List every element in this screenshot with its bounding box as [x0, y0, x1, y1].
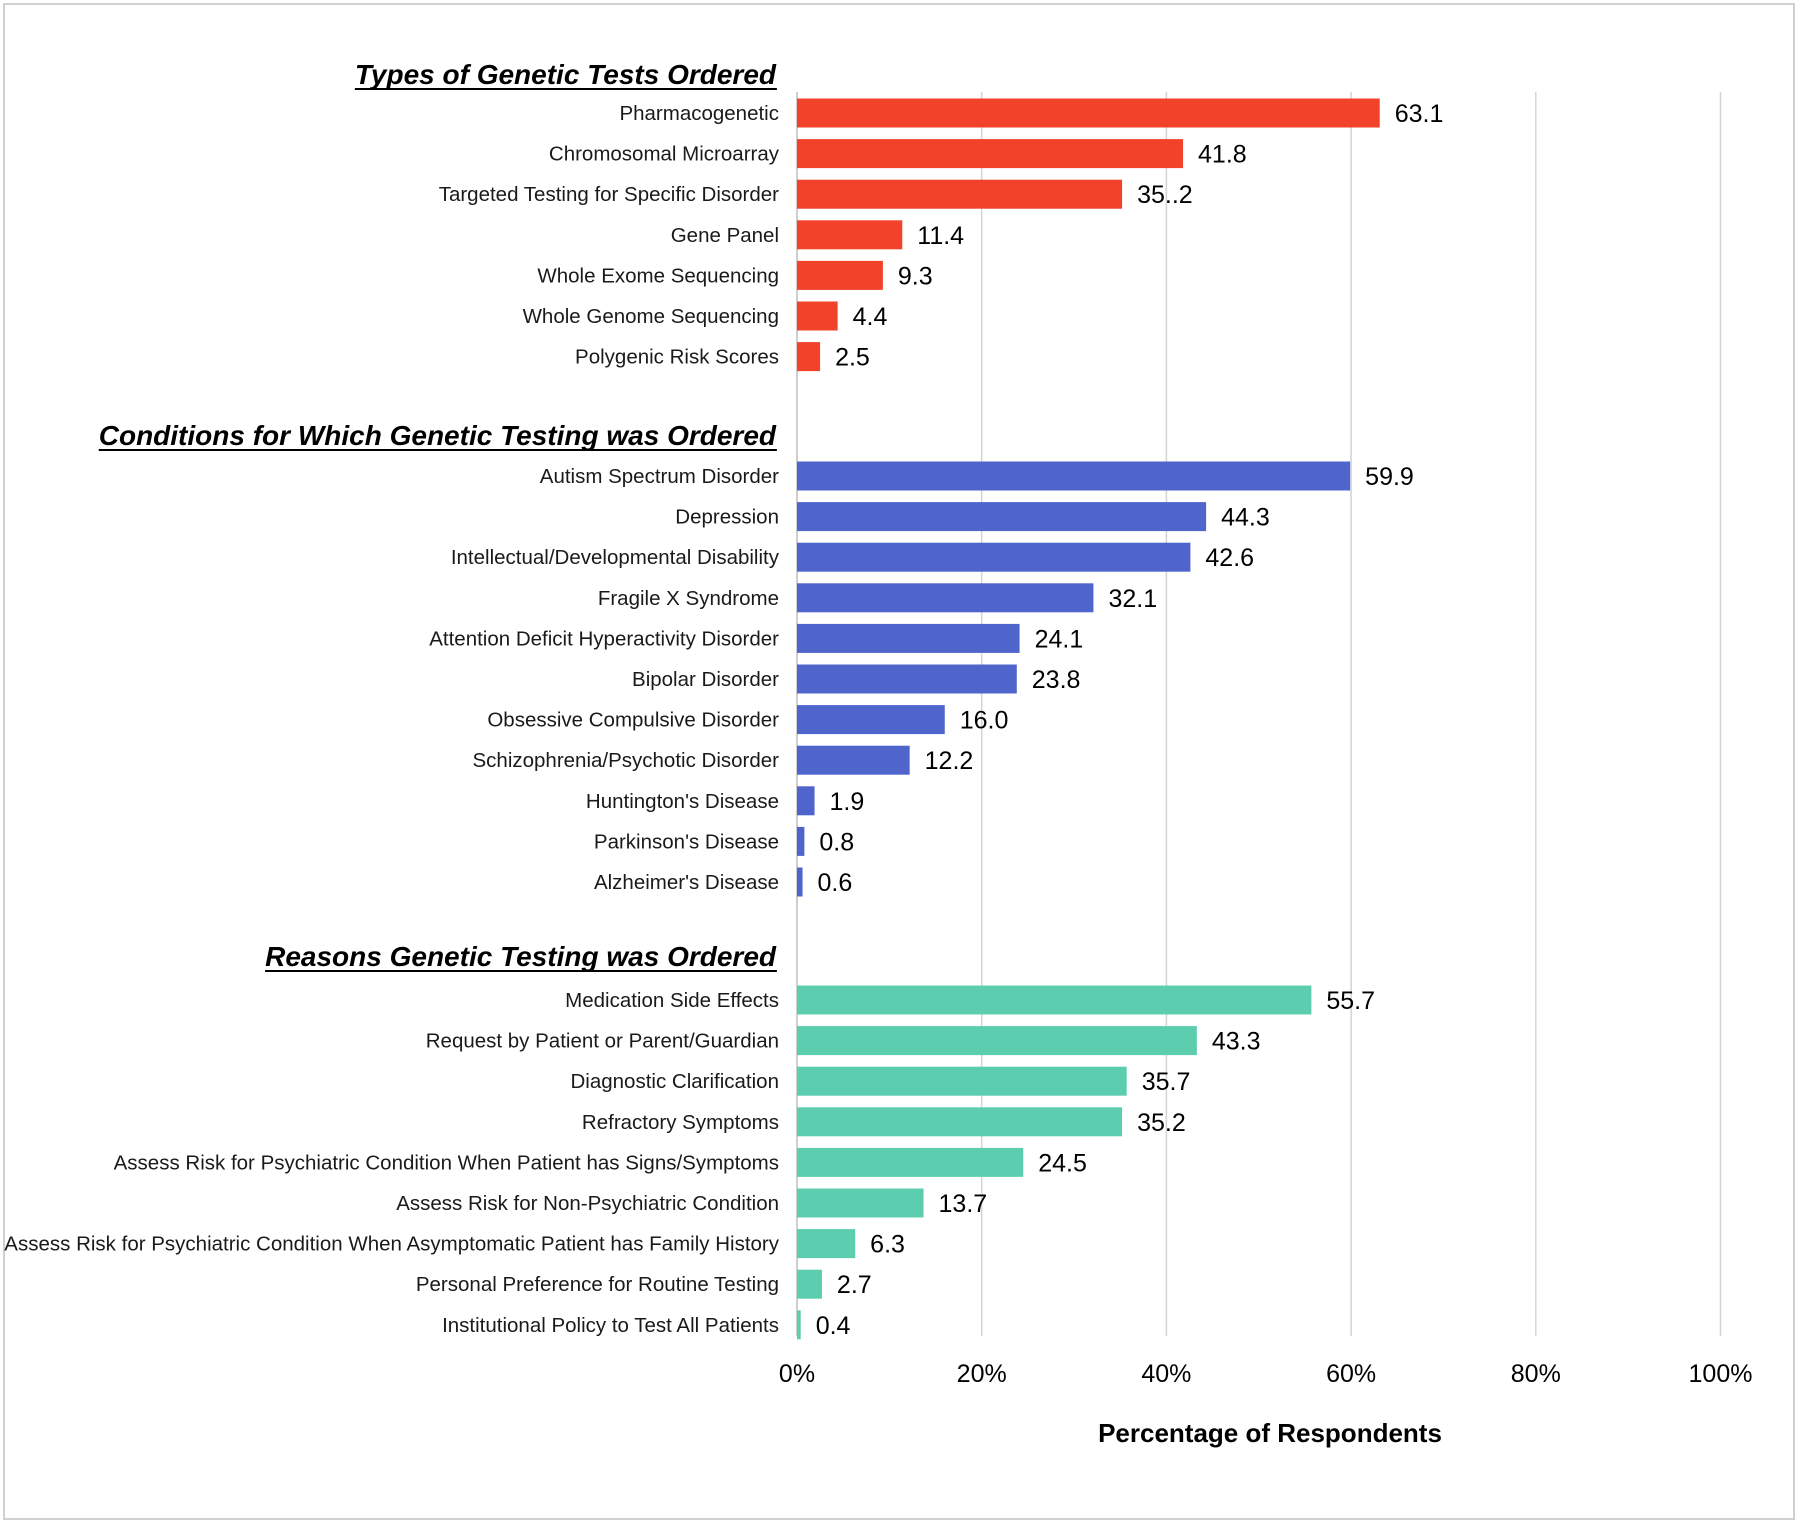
bar: [797, 542, 1191, 572]
data-label: 35.2: [1137, 1109, 1186, 1137]
category-label: Institutional Policy to Test All Patient…: [442, 1314, 779, 1337]
bar: [797, 1066, 1127, 1096]
bar: [797, 786, 815, 816]
category-label: Medication Side Effects: [565, 989, 779, 1012]
data-label: 12.2: [925, 747, 974, 775]
bar: [797, 301, 838, 331]
data-label: 0.4: [816, 1312, 851, 1340]
bar: [797, 139, 1184, 169]
bar: [797, 985, 1312, 1015]
data-label: 13.7: [939, 1190, 988, 1218]
bar: [797, 583, 1094, 613]
bar: [797, 1188, 924, 1218]
category-label: Autism Spectrum Disorder: [540, 465, 779, 488]
category-label: Whole Exome Sequencing: [537, 264, 779, 287]
section-title: Conditions for Which Genetic Testing was…: [99, 420, 777, 451]
bar: [797, 260, 883, 290]
bar: [797, 1310, 801, 1340]
section-title: Reasons Genetic Testing was Ordered: [265, 941, 777, 972]
data-label: 63.1: [1395, 100, 1444, 128]
category-label: Polygenic Risk Scores: [575, 346, 779, 369]
category-label: Request by Patient or Parent/Guardian: [426, 1030, 779, 1053]
data-label: 42.6: [1205, 544, 1254, 572]
bar: [797, 705, 945, 735]
data-label: 2.5: [835, 344, 870, 372]
data-label: 41.8: [1198, 141, 1247, 169]
category-label: Whole Genome Sequencing: [523, 305, 779, 328]
bar: [797, 502, 1207, 532]
x-tick-label: 20%: [957, 1360, 1007, 1388]
bar: [797, 98, 1380, 128]
category-label: Assess Risk for Non-Psychiatric Conditio…: [396, 1192, 779, 1215]
bar: [797, 826, 805, 856]
x-tick-label: 80%: [1511, 1360, 1561, 1388]
data-label: 0.6: [818, 869, 853, 897]
category-label: Personal Preference for Routine Testing: [416, 1273, 779, 1296]
bar: [797, 1107, 1123, 1137]
section-title: Types of Genetic Tests Ordered: [355, 59, 777, 90]
data-label: 4.4: [853, 303, 888, 331]
bar: [797, 461, 1351, 491]
data-label: 24.5: [1038, 1149, 1087, 1177]
data-label: 35..2: [1137, 181, 1193, 209]
bar: [797, 623, 1020, 653]
data-label: 44.3: [1221, 504, 1270, 532]
bar: [797, 179, 1123, 209]
category-label: Bipolar Disorder: [632, 668, 779, 691]
bar: [797, 867, 803, 897]
data-label: 59.9: [1365, 463, 1414, 491]
data-label: 9.3: [898, 262, 933, 290]
bar: [797, 342, 821, 372]
category-label: Intellectual/Developmental Disability: [451, 546, 780, 569]
bar: [797, 745, 910, 775]
bar: [797, 664, 1017, 694]
data-label: 23.8: [1032, 666, 1081, 694]
category-label: Alzheimer's Disease: [594, 871, 779, 894]
category-label: Pharmacogenetic: [619, 102, 779, 125]
category-label: Fragile X Syndrome: [598, 587, 779, 610]
data-label: 24.1: [1035, 625, 1084, 653]
category-label: Chromosomal Microarray: [549, 143, 780, 166]
x-tick-label: 0%: [779, 1360, 815, 1388]
data-label: 11.4: [917, 222, 964, 250]
data-label: 1.9: [830, 788, 865, 816]
x-tick-label: 40%: [1141, 1360, 1191, 1388]
data-label: 32.1: [1108, 585, 1157, 613]
data-label: 6.3: [870, 1231, 905, 1259]
category-label: Diagnostic Clarification: [570, 1070, 779, 1093]
bar: [797, 1147, 1024, 1177]
category-label: Schizophrenia/Psychotic Disorder: [473, 749, 780, 772]
category-label: Parkinson's Disease: [594, 830, 779, 853]
labels: 0% 20% 40% 60% 80% 100% Types of Genetic Tests…: [4, 59, 1752, 1388]
category-label: Huntington's Disease: [586, 790, 779, 813]
data-label: 55.7: [1326, 987, 1375, 1015]
x-tick-label: 60%: [1326, 1360, 1376, 1388]
data-label: 0.8: [819, 828, 854, 856]
category-label: Targeted Testing for Specific Disorder: [439, 183, 779, 206]
bar: [797, 1229, 856, 1259]
x-axis-label: Percentage of Respondents: [1098, 1418, 1442, 1448]
x-tick-label: 100%: [1689, 1360, 1753, 1388]
category-label: Depression: [675, 506, 779, 529]
category-label: Assess Risk for Psychiatric Condition Wh…: [114, 1151, 779, 1174]
category-label: Attention Deficit Hyperactivity Disorder: [429, 627, 779, 650]
bar: [797, 220, 903, 250]
data-label: 35.7: [1142, 1068, 1191, 1096]
bars: [797, 98, 1380, 1340]
data-label: 2.7: [837, 1271, 872, 1299]
data-label: 43.3: [1212, 1028, 1261, 1056]
bar: [797, 1269, 822, 1299]
category-label: Obsessive Compulsive Disorder: [487, 709, 779, 732]
category-label: Gene Panel: [671, 224, 779, 247]
category-label: Refractory Symptoms: [582, 1111, 779, 1134]
category-label: Assess Risk for Psychiatric Condition Wh…: [4, 1233, 779, 1256]
data-label: 16.0: [960, 707, 1009, 735]
bar: [797, 1026, 1197, 1056]
